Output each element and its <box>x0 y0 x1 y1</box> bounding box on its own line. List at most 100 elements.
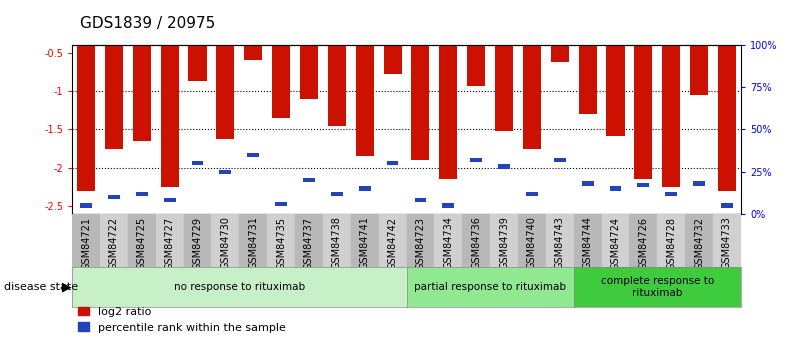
Bar <box>551 45 569 62</box>
Bar <box>574 214 602 267</box>
Bar <box>606 45 625 136</box>
Bar <box>188 45 207 81</box>
Bar <box>582 181 594 186</box>
Text: GSM84727: GSM84727 <box>165 217 175 270</box>
Text: GSM84733: GSM84733 <box>722 217 732 269</box>
Bar <box>351 214 379 267</box>
Bar <box>72 214 100 267</box>
Bar <box>412 45 429 160</box>
Bar <box>216 45 235 139</box>
Bar <box>721 203 733 208</box>
Text: GSM84737: GSM84737 <box>304 217 314 269</box>
Text: disease state: disease state <box>4 282 78 292</box>
Bar <box>356 45 374 156</box>
Bar <box>136 191 147 196</box>
Bar <box>638 183 650 187</box>
Bar <box>630 214 658 267</box>
Bar <box>268 214 295 267</box>
Bar <box>415 198 426 203</box>
Bar <box>610 186 622 191</box>
Bar <box>100 214 128 267</box>
Bar <box>323 214 351 267</box>
Bar <box>554 158 566 162</box>
Text: GSM84739: GSM84739 <box>499 217 509 269</box>
Bar <box>272 45 290 118</box>
Bar <box>658 214 685 267</box>
Bar <box>526 191 537 196</box>
Text: GSM84732: GSM84732 <box>694 217 704 269</box>
Bar <box>384 45 401 74</box>
Bar <box>211 214 239 267</box>
Bar <box>467 45 485 86</box>
Text: complete response to
rituximab: complete response to rituximab <box>601 276 714 298</box>
Bar <box>379 214 407 267</box>
Bar <box>303 178 315 182</box>
Bar <box>105 45 123 149</box>
Bar <box>693 181 705 186</box>
Bar <box>442 203 454 208</box>
Bar <box>666 191 677 196</box>
Text: GSM84731: GSM84731 <box>248 217 258 269</box>
Bar <box>108 195 120 199</box>
Text: GSM84738: GSM84738 <box>332 217 342 269</box>
Bar <box>191 161 203 165</box>
Text: GSM84736: GSM84736 <box>471 217 481 269</box>
Bar <box>718 45 736 191</box>
Bar <box>662 45 680 187</box>
Bar <box>470 158 482 162</box>
Bar <box>80 203 92 208</box>
Text: GDS1839 / 20975: GDS1839 / 20975 <box>80 16 215 31</box>
Text: GSM84724: GSM84724 <box>610 217 621 269</box>
Bar <box>498 165 510 169</box>
Bar <box>578 45 597 114</box>
Bar <box>331 191 343 196</box>
Text: GSM84730: GSM84730 <box>220 217 231 269</box>
Text: GSM84725: GSM84725 <box>137 217 147 270</box>
Bar <box>545 214 574 267</box>
Text: GSM84729: GSM84729 <box>192 217 203 269</box>
Bar <box>300 45 318 99</box>
Bar <box>133 45 151 141</box>
Bar <box>244 45 262 60</box>
Text: ▶: ▶ <box>62 281 71 294</box>
Bar <box>219 169 231 174</box>
Text: GSM84722: GSM84722 <box>109 217 119 270</box>
Bar <box>490 214 518 267</box>
Bar <box>276 201 287 206</box>
Bar <box>128 214 155 267</box>
Bar <box>155 214 183 267</box>
Bar <box>328 45 346 126</box>
Bar <box>495 45 513 131</box>
Text: GSM84728: GSM84728 <box>666 217 676 269</box>
Text: GSM84735: GSM84735 <box>276 217 286 269</box>
Bar <box>518 214 545 267</box>
Text: GSM84743: GSM84743 <box>555 217 565 269</box>
Text: partial response to rituximab: partial response to rituximab <box>414 282 566 292</box>
Text: GSM84740: GSM84740 <box>527 217 537 269</box>
Bar <box>634 45 653 179</box>
Text: no response to rituximab: no response to rituximab <box>174 282 305 292</box>
Text: GSM84726: GSM84726 <box>638 217 648 269</box>
Bar <box>239 214 268 267</box>
Bar <box>523 45 541 149</box>
Text: GSM84744: GSM84744 <box>582 217 593 269</box>
Bar <box>387 161 398 165</box>
Text: GSM84741: GSM84741 <box>360 217 370 269</box>
Bar <box>295 214 323 267</box>
Bar <box>160 45 179 187</box>
Text: GSM84723: GSM84723 <box>416 217 425 269</box>
Legend: log2 ratio, percentile rank within the sample: log2 ratio, percentile rank within the s… <box>78 307 285 333</box>
Text: GSM84721: GSM84721 <box>81 217 91 269</box>
Text: GSM84734: GSM84734 <box>443 217 453 269</box>
Bar <box>602 214 630 267</box>
Bar <box>77 45 95 191</box>
Text: GSM84742: GSM84742 <box>388 217 397 269</box>
Bar <box>690 45 708 95</box>
Bar <box>439 45 457 179</box>
Bar <box>163 198 175 203</box>
Bar <box>713 214 741 267</box>
Bar <box>462 214 490 267</box>
Bar <box>248 152 259 157</box>
Bar <box>406 214 434 267</box>
Bar <box>359 186 371 191</box>
